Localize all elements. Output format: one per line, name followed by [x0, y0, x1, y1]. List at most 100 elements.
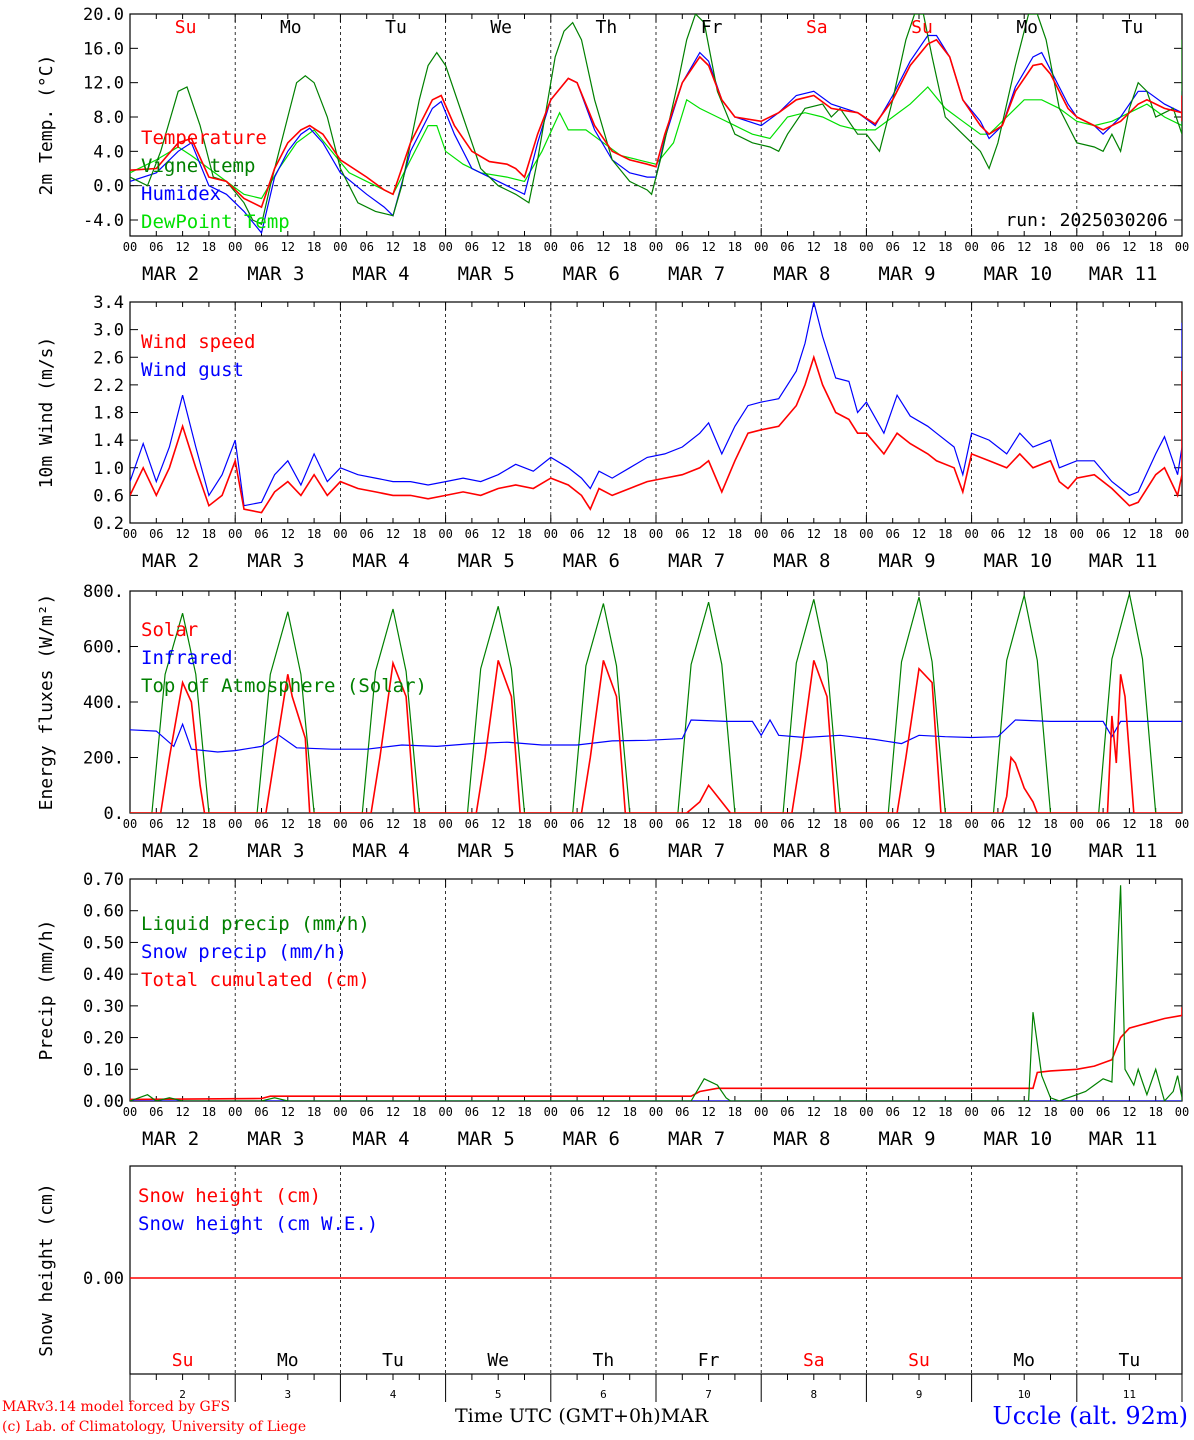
- y-tick-label: 0.2: [93, 514, 124, 534]
- x-hour-label: 18: [1043, 240, 1057, 254]
- day-number-label: 8: [810, 1388, 817, 1401]
- x-hour-label: 06: [465, 1105, 479, 1119]
- x-hour-label: 06: [675, 527, 689, 541]
- x-hour-label: 06: [149, 817, 163, 831]
- day-name-label: Su: [908, 1350, 930, 1371]
- x-hour-label: 18: [833, 1105, 847, 1119]
- x-hour-label: 06: [359, 240, 373, 254]
- x-hour-label: 00: [123, 817, 137, 831]
- legend-entry: Top of Atmosphere (Solar): [141, 675, 427, 697]
- x-hour-label: 12: [912, 817, 926, 831]
- series-line-wind-gust: [130, 302, 1182, 507]
- x-date-label: MAR 6: [563, 1128, 620, 1150]
- x-hour-label: 12: [281, 240, 295, 254]
- x-hour-label: 06: [1096, 817, 1110, 831]
- x-hour-label: 12: [1122, 817, 1136, 831]
- legend-entry: Snow height (cm W.E.): [138, 1213, 378, 1235]
- x-hour-label: 06: [780, 817, 794, 831]
- x-hour-label: 18: [833, 240, 847, 254]
- x-hour-label: 00: [1070, 1105, 1084, 1119]
- day-number-label: 10: [1018, 1388, 1031, 1401]
- x-hour-label: 12: [701, 240, 715, 254]
- x-hour-label: 06: [359, 817, 373, 831]
- x-hour-label: 06: [991, 240, 1005, 254]
- lab-credit: (c) Lab. of Climatology, University of L…: [2, 1419, 307, 1435]
- x-hour-label: 12: [386, 527, 400, 541]
- x-date-label: MAR 6: [563, 263, 620, 285]
- y-tick-label: 12.0: [83, 74, 124, 94]
- legend-entry: Temperature: [141, 127, 267, 149]
- x-hour-label: 18: [938, 240, 952, 254]
- day-name-label: Tu: [1122, 17, 1144, 38]
- y-tick-label: 4.0: [93, 142, 124, 162]
- x-hour-label: 18: [1148, 817, 1162, 831]
- x-hour-label: 12: [807, 817, 821, 831]
- day-number-label: 7: [705, 1388, 712, 1401]
- x-hour-label: 06: [885, 240, 899, 254]
- day-name-label: Tu: [385, 17, 407, 38]
- x-hour-label: 12: [596, 240, 610, 254]
- x-date-label: MAR 6: [563, 840, 620, 862]
- x-hour-label: 06: [780, 240, 794, 254]
- x-hour-label: 12: [912, 527, 926, 541]
- run-annotation: run: 2025030206: [1005, 210, 1168, 231]
- x-hour-label: 06: [254, 1105, 268, 1119]
- x-hour-label: 00: [123, 527, 137, 541]
- x-hour-label: 06: [149, 240, 163, 254]
- x-hour-label: 12: [281, 1105, 295, 1119]
- y-axis-label: Energy fluxes (W/m²): [36, 594, 57, 811]
- x-hour-label: 06: [675, 240, 689, 254]
- panel-temperature: 00 06 12 18 00 06 12 18 00 06 12 18 00 06 12 18 00 06 12 18…: [36, 5, 1189, 285]
- legend-entry: Vigne temp: [141, 155, 255, 177]
- x-hour-label: 18: [412, 817, 426, 831]
- x-date-label: MAR 5: [458, 550, 515, 572]
- y-tick-label: 0.: [104, 804, 124, 824]
- x-hour-label: 12: [701, 527, 715, 541]
- x-hour-label: 00: [333, 1105, 347, 1119]
- y-tick-label: 400.: [83, 693, 124, 713]
- day-name-label: We: [487, 1350, 509, 1371]
- x-hour-label: 00: [438, 817, 452, 831]
- x-hour-label: 00: [859, 527, 873, 541]
- x-date-label: MAR 9: [878, 550, 935, 572]
- x-hour-label: 06: [254, 527, 268, 541]
- x-hour-label: 18: [728, 240, 742, 254]
- x-date-label: MAR 7: [668, 840, 725, 862]
- panel-energy: 00 06 12 18 00 06 12 18 00 06 12 18 00 06 12 18 00 06 12 18…: [36, 582, 1189, 862]
- legend-entry: Humidex: [141, 183, 221, 205]
- y-tick-label: 3.4: [93, 293, 124, 313]
- legend-entry: Infrared: [141, 647, 233, 669]
- y-axis-label: Precip (mm/h): [36, 920, 57, 1061]
- x-hour-label: 06: [465, 527, 479, 541]
- x-hour-label: 00: [1175, 817, 1189, 831]
- x-date-label: MAR 11: [1089, 263, 1158, 285]
- x-date-label: MAR 4: [352, 263, 409, 285]
- x-hour-label: 06: [991, 527, 1005, 541]
- x-hour-label: 12: [807, 527, 821, 541]
- x-hour-label: 06: [254, 817, 268, 831]
- x-date-label: MAR 3: [247, 550, 304, 572]
- x-hour-label: 00: [333, 240, 347, 254]
- x-hour-label: 12: [175, 817, 189, 831]
- x-date-label: MAR 6: [563, 550, 620, 572]
- x-date-label: MAR 4: [352, 840, 409, 862]
- x-hour-label: 12: [596, 527, 610, 541]
- x-hour-label: 06: [885, 817, 899, 831]
- x-hour-label: 00: [544, 527, 558, 541]
- x-hour-label: 12: [386, 817, 400, 831]
- x-hour-label: 18: [202, 1105, 216, 1119]
- x-hour-label: 06: [885, 1105, 899, 1119]
- x-hour-label: 18: [307, 240, 321, 254]
- x-hour-label: 12: [912, 240, 926, 254]
- x-hour-label: 00: [544, 1105, 558, 1119]
- x-hour-label: 00: [649, 817, 663, 831]
- x-hour-label: 00: [123, 1105, 137, 1119]
- x-hour-label: 06: [1096, 240, 1110, 254]
- day-name-label: Mo: [280, 17, 302, 38]
- x-hour-label: 12: [912, 1105, 926, 1119]
- y-tick-label: 8.0: [93, 108, 124, 128]
- panel-precip: 00 06 12 18 00 06 12 18 00 06 12 18 00 06 12 18 00 06 12 18…: [36, 870, 1189, 1150]
- x-hour-label: 18: [728, 527, 742, 541]
- y-tick-label: 0.10: [83, 1060, 124, 1080]
- x-hour-label: 00: [649, 1105, 663, 1119]
